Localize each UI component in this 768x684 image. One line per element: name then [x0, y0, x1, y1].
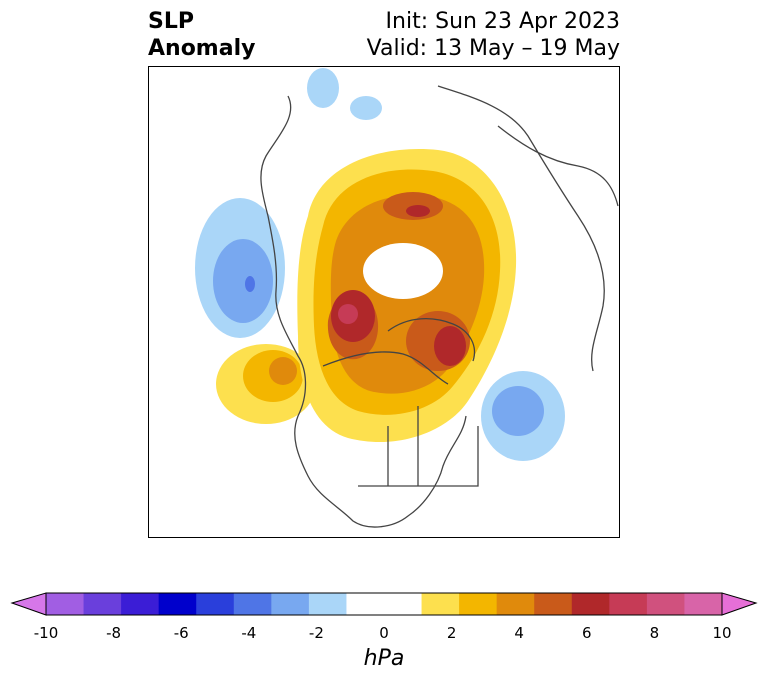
colorbar-tick-label: -2 — [308, 624, 324, 642]
colorbar-cells — [46, 593, 723, 615]
negative-anomaly-atlantic — [481, 371, 565, 461]
valid-time: Init: Sun 23 Apr 2023 Valid: 13 May – 19… — [367, 8, 620, 62]
negative-anomaly-europe — [307, 68, 382, 120]
colorbar-tick-label: 0 — [379, 624, 389, 642]
colorbar-tick-label: 4 — [514, 624, 524, 642]
positive-anomaly-arctic — [297, 149, 517, 443]
colorbar-tick-label: -8 — [106, 624, 122, 642]
colorbar-cell — [158, 593, 197, 615]
colorbar-cell — [646, 593, 685, 615]
positive-anomaly-east-pacific — [216, 344, 316, 424]
colorbar-cell — [196, 593, 235, 615]
colorbar-cell — [421, 593, 460, 615]
colorbar-tick-label: 8 — [649, 624, 660, 642]
colorbar-tick-label: -10 — [33, 624, 59, 642]
chart-title: SLP Anomaly — [148, 8, 255, 62]
colorbar-cell — [46, 593, 85, 615]
colorbar-tick-label: 10 — [712, 624, 732, 642]
colorbar-max-arrow — [721, 592, 758, 616]
colorbar-cell — [121, 593, 160, 615]
colorbar-cell — [346, 593, 385, 615]
colorbar-cell — [233, 593, 272, 615]
colorbar-cell — [609, 593, 648, 615]
colorbar-cell — [684, 593, 723, 615]
colorbar-cell — [308, 593, 347, 615]
colorbar-cell — [271, 593, 310, 615]
colorbar-min-arrow — [10, 592, 47, 616]
slp-anomaly-map — [148, 66, 620, 538]
colorbar-tick-label: -4 — [241, 624, 257, 642]
colorbar-tick-label: 6 — [582, 624, 592, 642]
colorbar-cell — [384, 593, 423, 615]
coastlines — [260, 85, 619, 528]
valid-range-label: Valid: 13 May – 19 May — [366, 36, 620, 61]
title-line-2: Anomaly — [148, 36, 256, 61]
colorbar-cell — [459, 593, 498, 615]
init-time-label: Init: Sun 23 Apr 2023 — [385, 9, 620, 34]
title-line-1: SLP — [148, 9, 194, 34]
colorbar-tick-label: -6 — [173, 624, 189, 642]
colorbar-cell — [571, 593, 610, 615]
negative-anomaly-pacific — [195, 198, 285, 338]
colorbar-unit: hPa — [363, 646, 405, 671]
colorbar — [10, 592, 758, 616]
colorbar-cell — [83, 593, 122, 615]
colorbar-tick-label: 2 — [446, 624, 457, 642]
colorbar-cell — [496, 593, 535, 615]
colorbar-cell — [534, 593, 573, 615]
